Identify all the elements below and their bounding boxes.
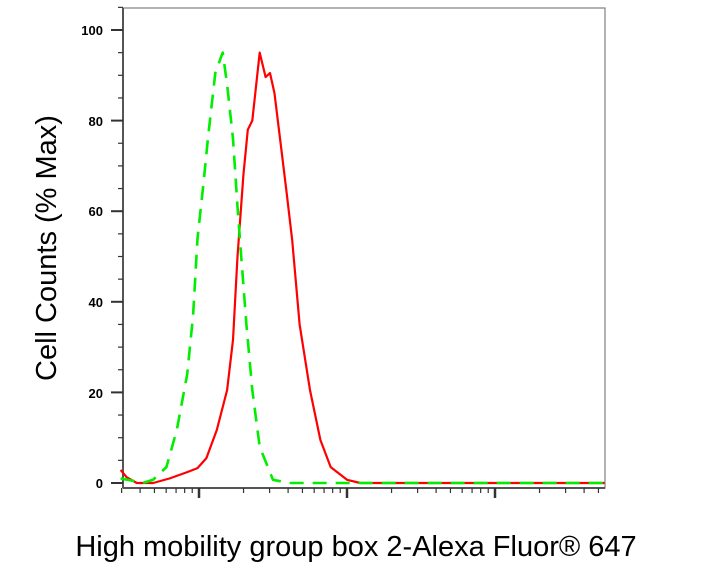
y-tick-label-100: 100 <box>81 23 103 38</box>
plot-frame <box>122 7 606 489</box>
control-histogram-line <box>120 51 605 485</box>
y-axis-ticks <box>111 6 123 484</box>
y-tick-label-20: 20 <box>89 386 103 401</box>
plot-border <box>122 7 606 489</box>
y-tick-label-60: 60 <box>89 204 103 219</box>
y-tick-label-80: 80 <box>89 114 103 129</box>
sample-histogram-line <box>119 51 605 485</box>
y-tick-label-0: 0 <box>96 476 103 491</box>
x-axis-title: High mobility group box 2-Alexa Fluor® 6… <box>75 531 636 563</box>
series-group <box>119 51 605 485</box>
y-tick-label-40: 40 <box>89 295 103 310</box>
y-axis-title: Cell Counts (% Max) <box>31 115 63 381</box>
x-axis-ticks <box>121 488 600 498</box>
